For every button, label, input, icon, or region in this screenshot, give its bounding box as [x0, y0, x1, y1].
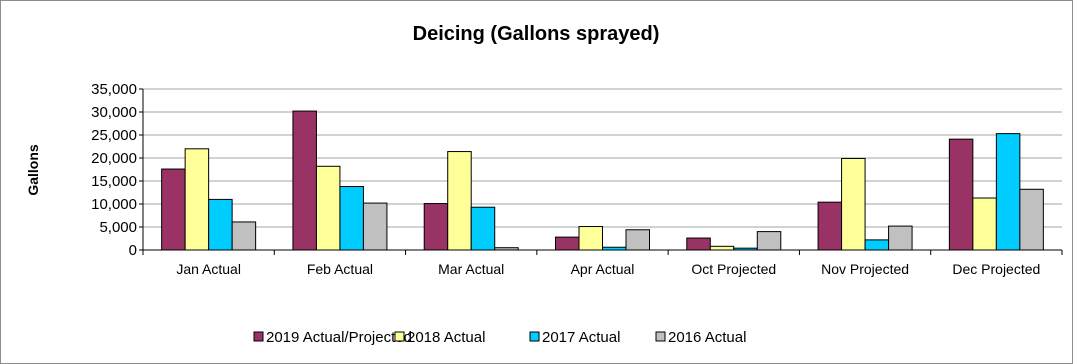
- bar: [555, 236, 580, 251]
- bar: [841, 157, 866, 251]
- gridlines: [143, 88, 1062, 228]
- y-tick-label: 20,000: [91, 150, 137, 167]
- x-tick-label: Nov Projected: [821, 261, 909, 277]
- legend-swatch: [529, 331, 540, 342]
- y-tick-label: 25,000: [91, 127, 137, 144]
- bar: [470, 206, 496, 251]
- legend-swatch: [655, 331, 666, 342]
- legend-label: 2018 Actual: [407, 329, 485, 346]
- axes: 0 5,000 10,000 15,000 20,000 25,000 30,000 35,0…: [91, 81, 1063, 277]
- x-tick-label: Feb Actual: [307, 261, 373, 277]
- bar: [756, 231, 782, 251]
- y-tick-label: 35,000: [91, 81, 137, 98]
- bar: [686, 237, 711, 251]
- bar: [208, 198, 233, 251]
- bar: [1019, 188, 1044, 251]
- bar: [362, 202, 388, 251]
- bar: [423, 203, 449, 251]
- bar: [231, 221, 257, 251]
- y-tick-label: 0: [129, 242, 137, 259]
- bar: [447, 151, 472, 251]
- bar: [972, 197, 997, 251]
- y-tick-label: 5,000: [99, 219, 137, 236]
- bar: [864, 239, 890, 251]
- y-tick-label: 30,000: [91, 104, 137, 121]
- bar: [948, 138, 974, 251]
- bars: [161, 110, 1044, 251]
- bar: [315, 165, 341, 251]
- bar: [709, 245, 735, 251]
- y-tick-label: 15,000: [91, 173, 137, 190]
- x-tick-label: Jan Actual: [176, 261, 241, 277]
- x-tick-label: Apr Actual: [571, 261, 635, 277]
- bar: [292, 110, 317, 251]
- chart-title: Deicing (Gallons sprayed): [413, 23, 660, 45]
- bar: [184, 148, 210, 251]
- bar: [161, 168, 186, 251]
- legend-swatch: [394, 331, 405, 342]
- bar: [578, 226, 603, 251]
- bar: [339, 186, 364, 251]
- x-tick-label: Oct Projected: [691, 261, 776, 277]
- x-tick-label: Mar Actual: [438, 261, 504, 277]
- bar: [995, 133, 1021, 251]
- y-axis-label: Gallons: [25, 144, 41, 196]
- legend-label: 2016 Actual: [668, 329, 746, 346]
- bar: [888, 225, 913, 251]
- bar: [817, 201, 843, 251]
- legend-label: 2019 Actual/Projected: [266, 329, 412, 346]
- x-tick-label: Dec Projected: [952, 261, 1040, 277]
- y-tick-label: 10,000: [91, 196, 137, 213]
- legend-label: 2017 Actual: [542, 329, 620, 346]
- legend-swatch: [253, 331, 264, 342]
- bar: [625, 229, 650, 251]
